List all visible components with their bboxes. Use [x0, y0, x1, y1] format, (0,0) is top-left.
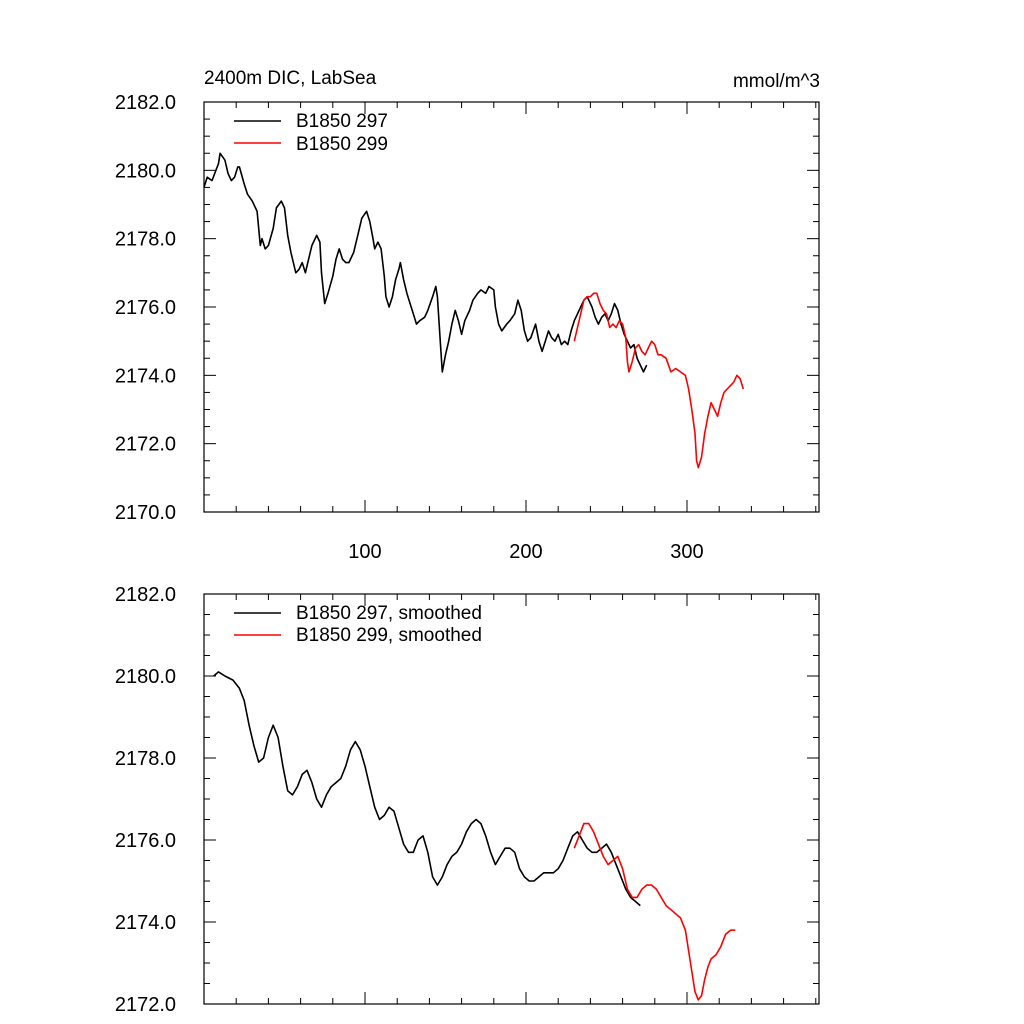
y-tick-label: 2172.0	[115, 994, 176, 1016]
top-x-tick-labels: 100 200 300	[348, 541, 703, 563]
y-tick-label: 2180.0	[115, 160, 176, 182]
y-tick-label: 2172.0	[115, 434, 176, 456]
bottom-legend-label-297: B1850 297, smoothed	[296, 603, 482, 624]
bottom-legend-label-299: B1850 299, smoothed	[296, 625, 482, 646]
y-tick-label: 2180.0	[115, 666, 176, 688]
x-tick-label: 200	[509, 541, 542, 563]
y-tick-label: 2178.0	[115, 229, 176, 251]
top-title-left: 2400m DIC, LabSea	[204, 68, 377, 89]
y-tick-label: 2176.0	[115, 297, 176, 319]
bottom-series-line-297	[213, 671, 641, 907]
bottom-series-line-299	[573, 822, 736, 1001]
top-legend-label-297: B1850 297	[296, 111, 388, 132]
bottom-plot-frame	[203, 593, 820, 1005]
y-tick-label: 2174.0	[115, 365, 176, 387]
top-title-right: mmol/m^3	[733, 71, 820, 92]
x-tick-label: 300	[670, 541, 703, 563]
top-legend: B1850 297 B1850 299	[234, 111, 388, 155]
x-tick-label: 100	[348, 541, 381, 563]
top-legend-label-299: B1850 299	[296, 134, 388, 155]
y-tick-label: 2182.0	[115, 92, 176, 114]
top-series-line-299	[573, 292, 745, 469]
y-tick-label: 2182.0	[115, 584, 176, 606]
y-tick-label: 2170.0	[115, 502, 176, 524]
top-panel: 2400m DIC, LabSea mmol/m^3 100 200 300 217…	[115, 68, 820, 563]
bottom-axis-ticks	[204, 593, 819, 1005]
top-series-line-297	[203, 152, 648, 373]
bottom-panel: 2172.0 2174.0 2176.0 2178.0 2180.0 2182.0 B18…	[115, 584, 820, 1016]
bottom-legend: B1850 297, smoothed B1850 299, smoothed	[234, 603, 482, 646]
top-axis-ticks	[204, 101, 819, 513]
y-tick-label: 2174.0	[115, 912, 176, 934]
top-plot-frame	[203, 101, 820, 513]
top-y-tick-labels: 2170.0 2172.0 2174.0 2176.0 2178.0 2180.0 2182…	[115, 92, 176, 524]
bottom-y-tick-labels: 2172.0 2174.0 2176.0 2178.0 2180.0 2182.0	[115, 584, 176, 1016]
y-tick-label: 2178.0	[115, 748, 176, 770]
y-tick-label: 2176.0	[115, 830, 176, 852]
